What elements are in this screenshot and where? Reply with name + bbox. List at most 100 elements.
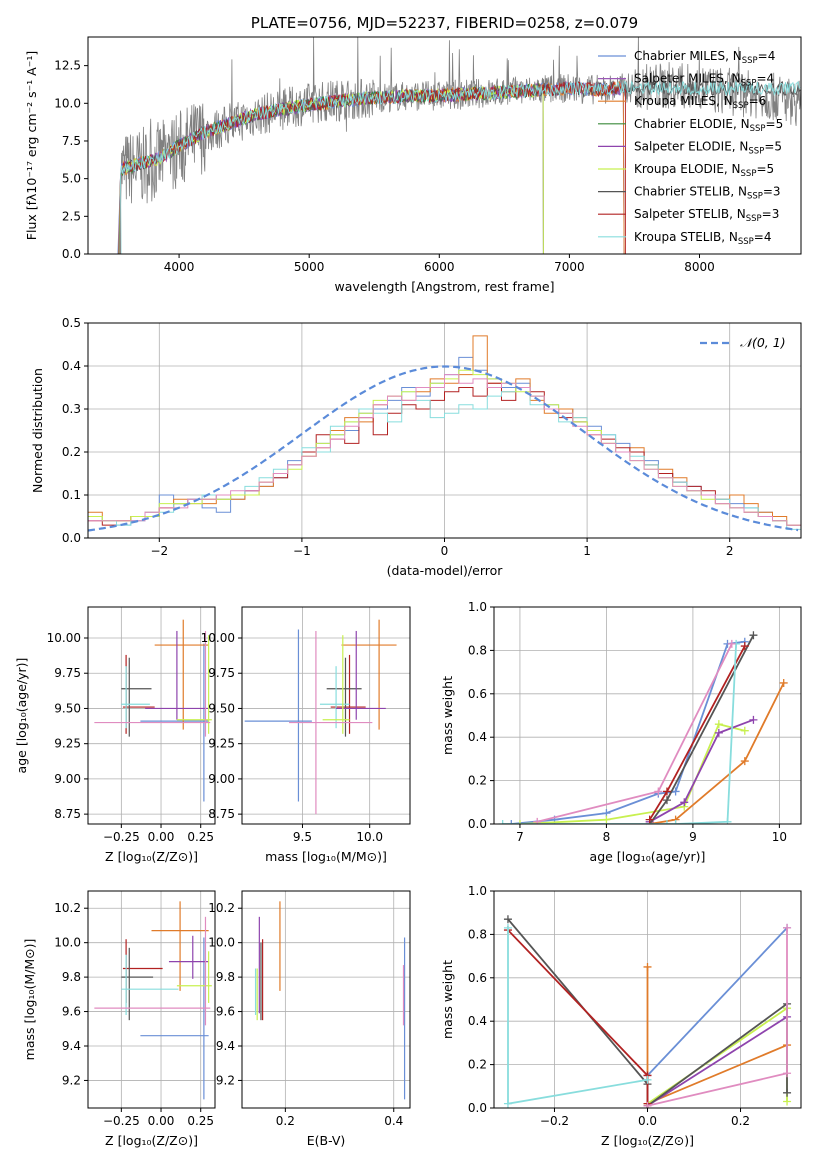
plot-area-age-vs-mass	[242, 607, 410, 824]
plus-marker	[662, 796, 671, 805]
y-tick-label: 9.00	[54, 772, 81, 786]
y-tick-label: 9.6	[62, 1005, 81, 1019]
y-tick-label: 0.1	[62, 488, 81, 502]
y-tick-label: 0.4	[468, 1014, 487, 1028]
legend-subscript: SSP	[742, 56, 758, 66]
legend-value: =3	[763, 185, 781, 199]
y-tick-label: 1.0	[468, 600, 487, 614]
y-tick-label: 9.6	[216, 1005, 235, 1019]
y-tick-label: 9.50	[208, 701, 235, 715]
plus-marker	[714, 720, 723, 729]
y-tick-label: 5.0	[62, 172, 81, 186]
plus-marker	[783, 923, 792, 932]
y-tick-label: 0.3	[62, 402, 81, 416]
y-tick-label: 9.4	[216, 1039, 235, 1053]
error-bar-point	[121, 666, 150, 729]
y-tick-label: 0.8	[468, 927, 487, 941]
plus-marker	[654, 787, 663, 796]
chart-title: PLATE=0756, MJD=52237, FIBERID=0258, z=0…	[251, 14, 638, 32]
panel-spectrum: 4000 5000 6000 7000 8000 0.0 2.5 5.0 7.5 10.0 12.5…	[24, 14, 802, 294]
legend-text: Kroupa ELODIE, N	[634, 162, 741, 176]
error-bar-point	[244, 629, 312, 802]
plus-marker	[643, 962, 652, 971]
plot-area-massweight-vs-Z	[494, 891, 801, 1108]
plot-area-massweight-vs-age	[494, 607, 801, 824]
legend-text: Salpeter MILES, N	[634, 72, 741, 86]
legend-text: Chabrier MILES, N	[634, 49, 742, 63]
panel-massweight-vs-age: 7 8 9 10 0.0 0.2 0.4 0.6 0.8 1.0 age [log₁₀(age/yr…	[440, 600, 802, 864]
x-axis-label: age [log₁₀(age/yr)]	[590, 849, 706, 864]
legend-text: Salpeter ELODIE, N	[634, 139, 748, 153]
y-tick-label: 0.2	[62, 445, 81, 459]
x-tick-label: 8	[603, 830, 611, 844]
y-tick-label: 9.2	[62, 1073, 81, 1087]
y-tick-label: 9.8	[62, 970, 81, 984]
mass-weight-series	[649, 682, 785, 824]
mass-weight-series	[647, 927, 788, 1107]
y-tick-label: 7.5	[62, 134, 81, 148]
panel-residuals: −2 −1 0 1 2 0.0 0.1 0.2 0.3 0.4 0.5 (data-model)/er…	[30, 316, 802, 578]
legend-value: =5	[756, 162, 774, 176]
x-axis-label: Z [log₁₀(Z/Z⊙)]	[105, 1133, 198, 1148]
y-axis-label: mass [log₁₀(M/M⊙)]	[22, 939, 37, 1061]
plot-area-residuals	[88, 323, 801, 538]
x-tick-label: −0.2	[540, 1114, 569, 1128]
plus-marker	[503, 915, 512, 924]
legend-text: Salpeter STELIB, N	[634, 207, 746, 221]
plus-marker	[783, 1088, 792, 1097]
plus-marker	[749, 631, 758, 640]
legend: 𝒩(0, 1)	[700, 335, 786, 350]
plus-marker	[740, 642, 749, 651]
plot-area-spectrum	[117, 37, 801, 254]
x-tick-label: 0.2	[731, 1114, 750, 1128]
legend-subscript: SSP	[750, 124, 766, 134]
legend-value: =6	[749, 94, 767, 108]
x-tick-label: 8000	[684, 260, 715, 274]
y-tick-label: 10.2	[208, 901, 235, 915]
plot-area-mass-vs-Z	[88, 891, 215, 1108]
legend-text: Kroupa MILES, N	[634, 94, 733, 108]
y-tick-label: 0.6	[468, 971, 487, 985]
x-tick-label: 0.00	[148, 1114, 175, 1128]
plus-marker	[740, 726, 749, 735]
y-tick-label: 1.0	[468, 884, 487, 898]
y-tick-label: 9.75	[54, 666, 81, 680]
legend-subscript: SSP	[748, 146, 764, 156]
error-bar-point	[94, 630, 211, 737]
legend-subscript: SSP	[733, 101, 749, 111]
gaussian-curve	[88, 365, 799, 532]
y-tick-label: 0.4	[62, 359, 81, 373]
y-tick-label: 0.4	[468, 730, 487, 744]
legend-label: Chabrier MILES, NSSP=4	[634, 49, 775, 66]
axes-frame	[87, 606, 216, 825]
plus-marker	[680, 798, 689, 807]
legend-value: =3	[762, 207, 780, 221]
legend-value: =4	[756, 72, 774, 86]
plus-marker	[671, 787, 680, 796]
legend-label: Chabrier ELODIE, NSSP=5	[634, 117, 783, 134]
legend-subscript: SSP	[738, 237, 754, 247]
plus-marker	[643, 1075, 652, 1084]
error-bar-point	[140, 937, 209, 1100]
model-spectrum-kroupa-stelib	[120, 80, 801, 254]
x-tick-label: 7000	[554, 260, 585, 274]
plus-marker	[783, 1097, 792, 1106]
legend-value: =4	[754, 230, 772, 244]
plus-marker	[779, 678, 788, 687]
legend-label: Salpeter MILES, NSSP=4	[634, 72, 774, 89]
axes-frame	[87, 890, 216, 1109]
legend-value: =4	[758, 49, 776, 63]
error-bar-point	[176, 635, 212, 734]
y-tick-label: 10.0	[54, 936, 81, 950]
plus-marker	[602, 815, 611, 824]
legend-value: =5	[766, 117, 784, 131]
mass-weight-series	[502, 643, 737, 824]
plot-area-mass-vs-EBV	[242, 891, 410, 1108]
error-bar-point	[341, 619, 397, 730]
y-tick-label: 12.5	[54, 59, 81, 73]
x-tick-label: 10	[772, 830, 787, 844]
x-tick-label: 10.0	[356, 830, 383, 844]
x-tick-label: 0.0	[638, 1114, 657, 1128]
legend-subscript: SSP	[747, 192, 763, 202]
x-axis-label: (data-model)/error	[387, 563, 504, 578]
